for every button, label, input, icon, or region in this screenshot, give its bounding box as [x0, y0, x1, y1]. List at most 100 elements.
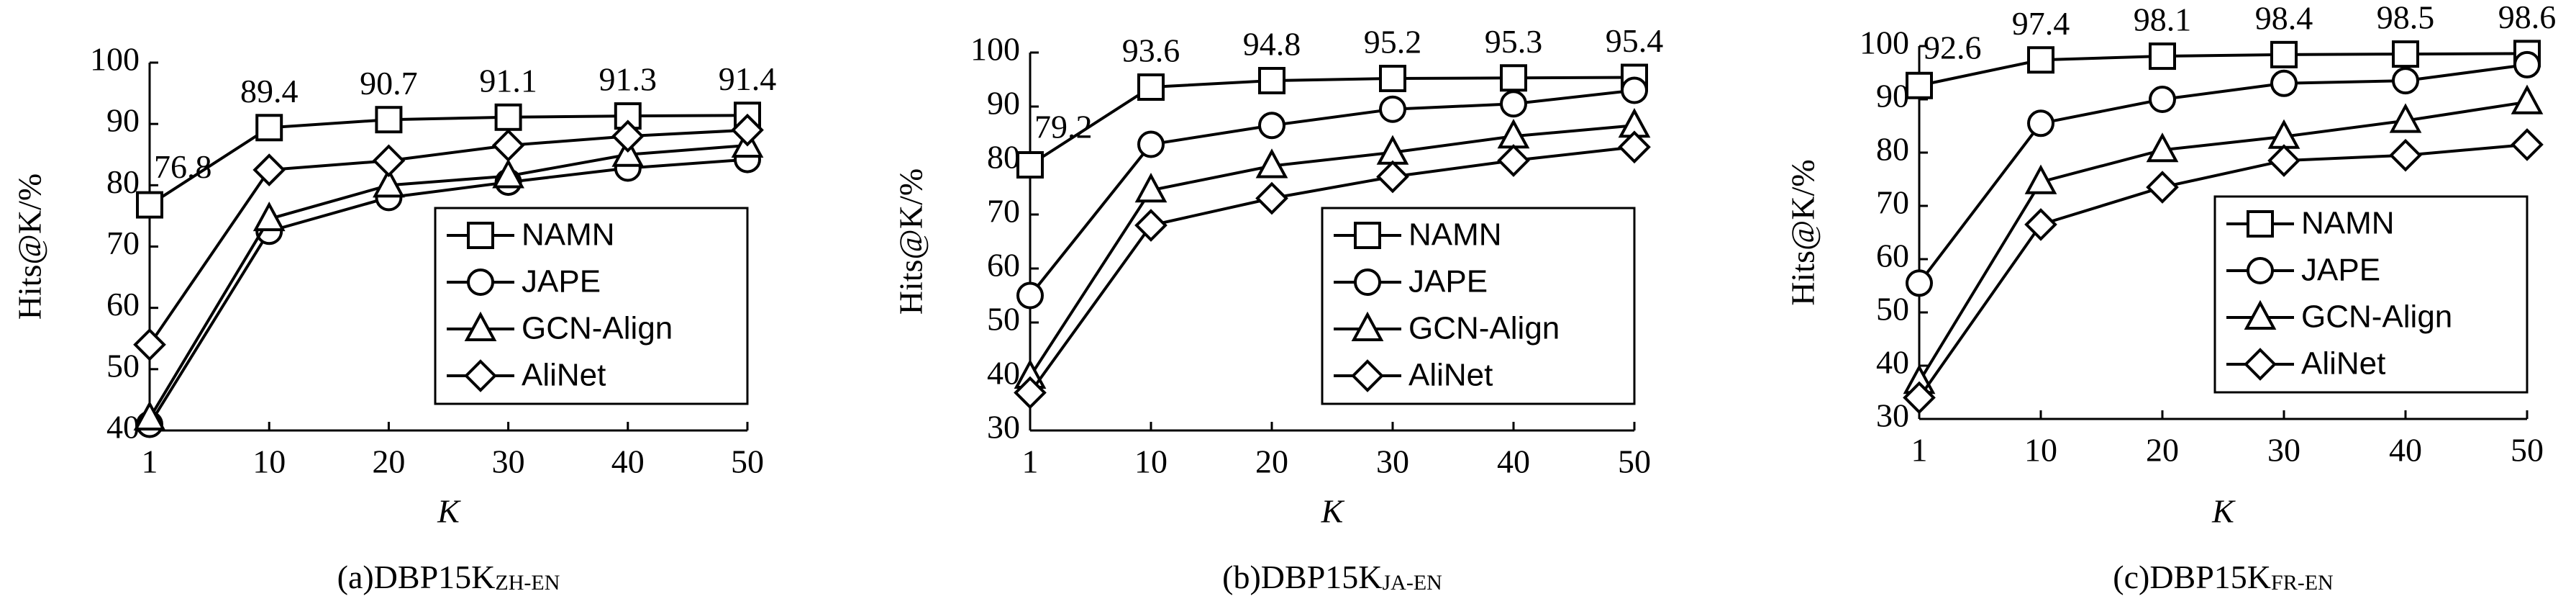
series-line	[1918, 143, 2528, 399]
caption-sub: ZH-EN	[495, 571, 560, 595]
caption-sub: FR-EN	[2271, 571, 2334, 595]
data-label: 76.8	[154, 148, 212, 185]
marker-diamond	[2267, 144, 2300, 177]
marker-triangle	[611, 137, 645, 167]
marker-triangle	[1255, 148, 1288, 179]
marker-triangle	[2244, 299, 2277, 330]
caption: (a)DBP15KZH-EN	[337, 559, 560, 595]
marker-diamond	[1351, 359, 1384, 392]
x-tick-label: 30	[2267, 432, 2300, 469]
y-tick-label: 90	[106, 102, 140, 139]
legend-label: NAMN	[522, 217, 615, 253]
x-tick-label: 50	[731, 443, 764, 480]
series-line	[1029, 145, 1635, 394]
marker-square	[2027, 46, 2054, 74]
marker-diamond	[731, 113, 764, 147]
marker-diamond	[464, 359, 497, 392]
x-tick-label: 40	[1497, 443, 1530, 480]
series-line	[1029, 76, 1635, 166]
y-tick-label: 100	[970, 31, 1020, 68]
marker-square	[255, 114, 283, 142]
legend-label: JAPE	[1408, 264, 1488, 299]
marker-square	[1354, 222, 1381, 249]
marker-circle	[1016, 281, 1044, 310]
series-line	[1029, 124, 1635, 378]
series-line	[1918, 63, 2528, 284]
legend-label: GCN-Align	[1408, 311, 1560, 346]
data-label: 98.4	[2255, 0, 2313, 36]
x-tick-label: 1	[1022, 443, 1039, 480]
series-line	[148, 158, 748, 425]
caption-main: (a)DBP15K	[337, 559, 496, 595]
marker-square	[1258, 67, 1285, 94]
marker-square	[1500, 64, 1527, 92]
marker-square	[136, 191, 163, 219]
series-line	[1918, 100, 2528, 383]
x-axis-label: K	[1321, 493, 1345, 530]
marker-triangle	[492, 158, 524, 189]
marker-square	[375, 106, 403, 134]
y-tick-label: 30	[987, 409, 1020, 446]
y-tick-label: 60	[987, 247, 1020, 284]
y-axis-label: Hits@K/%	[12, 173, 48, 320]
data-label: 95.2	[1364, 24, 1422, 60]
y-tick-label: 50	[1876, 291, 1909, 328]
data-label: 92.6	[1924, 29, 1982, 66]
marker-square	[494, 103, 522, 131]
marker-circle	[2513, 50, 2541, 78]
marker-diamond	[2244, 348, 2277, 381]
marker-circle	[2149, 86, 2176, 113]
legend-label: JAPE	[522, 264, 601, 299]
legend-label: NAMN	[1408, 217, 1502, 253]
data-label: 79.2	[1034, 109, 1093, 145]
y-tick-label: 90	[987, 85, 1020, 122]
marker-triangle	[252, 201, 286, 232]
data-label: 89.4	[240, 73, 299, 109]
marker-square	[1137, 73, 1165, 101]
marker-square	[1906, 71, 1933, 99]
data-label: 98.5	[2377, 0, 2435, 36]
caption: (c)DBP15KFR-EN	[2113, 559, 2333, 595]
marker-diamond	[252, 153, 286, 186]
marker-triangle	[2389, 103, 2422, 133]
series-line	[148, 143, 748, 419]
marker-circle	[1379, 95, 1406, 123]
marker-triangle	[133, 400, 166, 430]
marker-square	[2149, 42, 2176, 71]
y-tick-label: 40	[1876, 344, 1909, 381]
marker-circle	[2247, 257, 2274, 284]
legend-label: JAPE	[2301, 253, 2380, 288]
marker-diamond	[2511, 128, 2544, 161]
y-tick-label: 40	[987, 355, 1020, 392]
data-label: 90.7	[360, 65, 418, 102]
marker-triangle	[1134, 173, 1168, 203]
x-tick-label: 20	[372, 443, 405, 480]
series-line	[1029, 89, 1635, 297]
x-axis-label: K	[437, 493, 461, 530]
x-tick-label: 30	[492, 443, 525, 480]
y-tick-label: 70	[1876, 184, 1909, 221]
legend-label: AliNet	[522, 358, 606, 393]
marker-circle	[1354, 269, 1381, 296]
series-line	[148, 114, 748, 207]
data-label: 98.1	[2134, 1, 2192, 38]
y-tick-label: 60	[106, 286, 140, 322]
data-label: 97.4	[2012, 5, 2070, 42]
marker-triangle	[2511, 84, 2544, 114]
marker-triangle	[1351, 311, 1384, 341]
marker-circle	[1621, 76, 1648, 104]
marker-diamond	[1903, 381, 1936, 415]
marker-square	[1379, 65, 1406, 92]
x-tick-label: 1	[142, 443, 158, 480]
data-label: 91.3	[599, 61, 657, 98]
x-tick-label: 10	[2024, 432, 2057, 469]
legend-label: NAMN	[2301, 206, 2395, 241]
marker-circle	[2392, 67, 2419, 95]
x-tick-label: 40	[2389, 432, 2422, 469]
y-tick-label: 50	[987, 301, 1020, 338]
y-tick-label: 60	[1876, 238, 1909, 274]
x-tick-label: 40	[611, 443, 645, 480]
x-axis-label: K	[2211, 493, 2236, 530]
data-label: 91.1	[479, 62, 537, 99]
